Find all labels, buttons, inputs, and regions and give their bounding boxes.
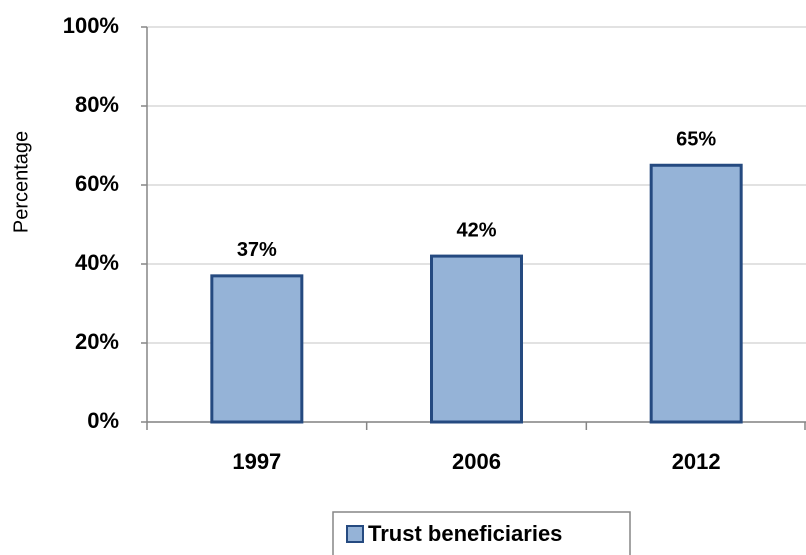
x-tick-label: 1997 <box>232 449 281 474</box>
y-tick-label: 100% <box>63 13 119 38</box>
y-tick-label: 40% <box>75 250 119 275</box>
x-tick-label: 2006 <box>452 449 501 474</box>
legend-box <box>332 511 631 555</box>
value-label: 37% <box>237 239 277 261</box>
y-tick-label: 20% <box>75 329 119 354</box>
legend-label: Trust beneficiaries <box>368 521 562 546</box>
y-tick-label: 80% <box>75 92 119 117</box>
bar <box>649 163 743 424</box>
legend-swatch <box>346 525 364 543</box>
y-tick-label: 0% <box>87 408 119 433</box>
bar <box>430 254 523 424</box>
value-label: 42% <box>456 219 496 241</box>
value-label: 65% <box>676 129 716 151</box>
y-tick-label: 60% <box>75 171 119 196</box>
bar <box>210 274 304 424</box>
y-axis-label: Percentage <box>10 131 32 233</box>
x-tick-label: 2012 <box>672 449 721 474</box>
